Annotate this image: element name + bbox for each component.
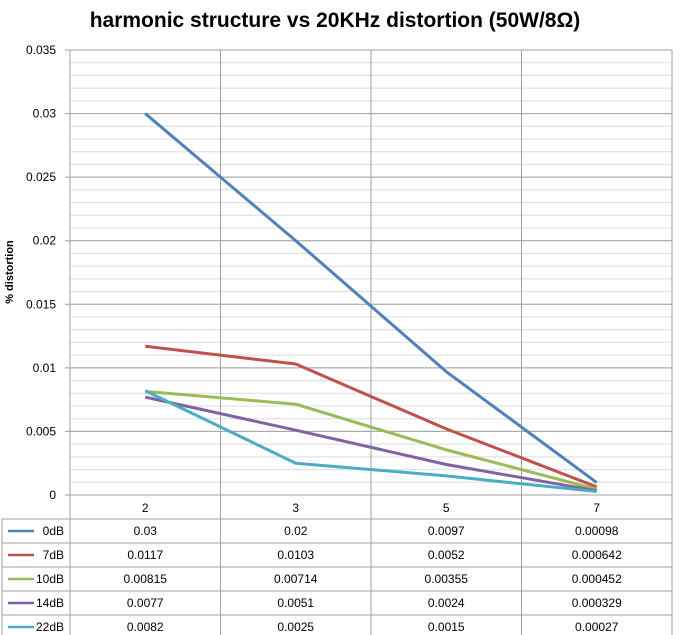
data-cell: 0.00098: [575, 524, 619, 538]
y-tick-label: 0.015: [26, 297, 56, 311]
data-cell: 0.0024: [428, 596, 465, 610]
data-cell: 0.000329: [572, 596, 622, 610]
y-tick-label: 0.025: [26, 170, 56, 184]
series-line-7dB: [145, 344, 598, 489]
y-tick-label: 0.035: [26, 43, 56, 57]
y-tick-label: 0.005: [26, 424, 56, 438]
data-cell: 0.000452: [572, 572, 622, 586]
chart-title: harmonic structure vs 20KHz distortion (…: [90, 9, 581, 32]
data-cell: 0.0117: [127, 548, 163, 562]
data-cell: 0.0103: [277, 548, 314, 562]
data-table: 0dB 0.03 0.02 0.0097 0.00098 7dB 0.0117 0.0103 0…: [1, 518, 672, 635]
data-cell: 0.00027: [575, 620, 619, 634]
axis-ticks: 0 0.005 0.01 0.015 0.02 0.025 0.03 0.035 2 3 5 7: [26, 43, 600, 515]
data-cell: 0.0015: [428, 620, 465, 634]
series-line-0dB: [144, 112, 598, 484]
x-tick-label: 5: [443, 501, 450, 515]
data-cell: 0.0082: [127, 620, 164, 634]
data-cell: 0.00714: [274, 572, 318, 586]
legend-label: 7dB: [43, 548, 64, 562]
y-tick-label: 0.03: [33, 107, 57, 121]
x-tick-label: 2: [142, 501, 149, 515]
y-tick-label: 0.02: [33, 234, 57, 248]
data-cell: 0.0051: [277, 596, 314, 610]
series-line-10dB: [145, 389, 598, 491]
series-line-14dB: [144, 395, 598, 493]
x-tick-label: 3: [292, 501, 299, 515]
data-cell: 0.0097: [428, 524, 465, 538]
legend-label: 0dB: [43, 524, 64, 538]
series-lines: [144, 112, 598, 494]
data-cell: 0.0052: [428, 548, 465, 562]
legend-label: 14dB: [36, 596, 64, 610]
data-cell: 0.00815: [124, 572, 168, 586]
legend-label: 10dB: [36, 572, 64, 586]
data-cell: 0.0077: [127, 596, 164, 610]
data-cell: 0.03: [134, 524, 158, 538]
data-cell: 0.02: [284, 524, 308, 538]
data-cell: 0.0025: [277, 620, 314, 634]
data-cell: 0.000642: [572, 548, 622, 562]
y-tick-label: 0.01: [33, 361, 57, 375]
grid-lines: [65, 49, 673, 635]
data-cell: 0.00355: [425, 572, 469, 586]
y-axis-label: % distortion: [4, 240, 16, 304]
legend-label: 22dB: [36, 620, 64, 634]
y-tick-label: 0: [49, 488, 56, 502]
x-tick-label: 7: [593, 501, 600, 515]
series-line-22dB: [144, 389, 597, 494]
